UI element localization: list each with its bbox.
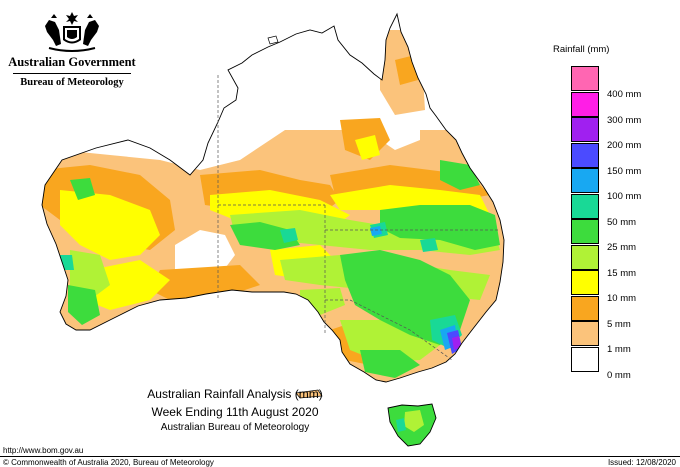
government-header: Australian Government Bureau of Meteorol… xyxy=(8,10,136,88)
legend-swatch xyxy=(571,193,599,219)
bureau-name: Bureau of Meteorology xyxy=(20,77,124,88)
legend-label: 10 mm xyxy=(607,293,637,304)
legend-swatch xyxy=(571,168,599,193)
legend-label: 150 mm xyxy=(607,165,642,177)
legend-title: Rainfall (mm) xyxy=(553,44,610,55)
footer-url-link[interactable]: http://www.bom.gov.au xyxy=(3,446,84,455)
legend-label: 100 mm xyxy=(607,191,642,202)
legend-swatch xyxy=(571,321,599,346)
legend-swatch xyxy=(571,244,599,270)
legend-swatch xyxy=(571,117,599,142)
legend-swatch xyxy=(571,142,599,168)
kangaroo-island xyxy=(295,389,323,399)
legend-swatch xyxy=(571,66,599,91)
melville-island xyxy=(267,35,279,45)
caption-period: Week Ending 11th August 2020 xyxy=(151,405,319,419)
legend-label: 300 mm xyxy=(607,114,642,126)
legend-swatch xyxy=(571,219,599,244)
tasmania xyxy=(387,403,437,447)
footer-divider xyxy=(0,456,680,457)
header-divider xyxy=(13,73,131,74)
legend-swatch xyxy=(571,91,599,117)
legend-label: 50 mm xyxy=(607,216,637,228)
footer-copyright: © Commonwealth of Australia 2020, Bureau… xyxy=(3,458,214,467)
legend-label: 0 mm xyxy=(607,369,631,381)
state-borders xyxy=(217,75,500,361)
legend-label: 15 mm xyxy=(607,267,637,279)
coat-of-arms-icon xyxy=(45,12,99,52)
legend-label: 25 mm xyxy=(607,242,637,253)
footer-issued-date: Issued: 12/08/2020 xyxy=(607,458,676,467)
caption-source: Australian Bureau of Meteorology xyxy=(160,422,310,433)
legend-swatch xyxy=(571,346,599,372)
legend-label: 5 mm xyxy=(607,318,631,330)
caption-title: Australian Rainfall Analysis (mm) xyxy=(147,387,323,401)
legend-label: 400 mm xyxy=(607,89,642,100)
legend-swatch xyxy=(571,270,599,295)
legend-label: 200 mm xyxy=(607,140,642,151)
legend-swatch xyxy=(571,295,599,321)
government-name: Australian Government xyxy=(8,55,136,69)
legend-label: 1 mm xyxy=(607,344,631,355)
